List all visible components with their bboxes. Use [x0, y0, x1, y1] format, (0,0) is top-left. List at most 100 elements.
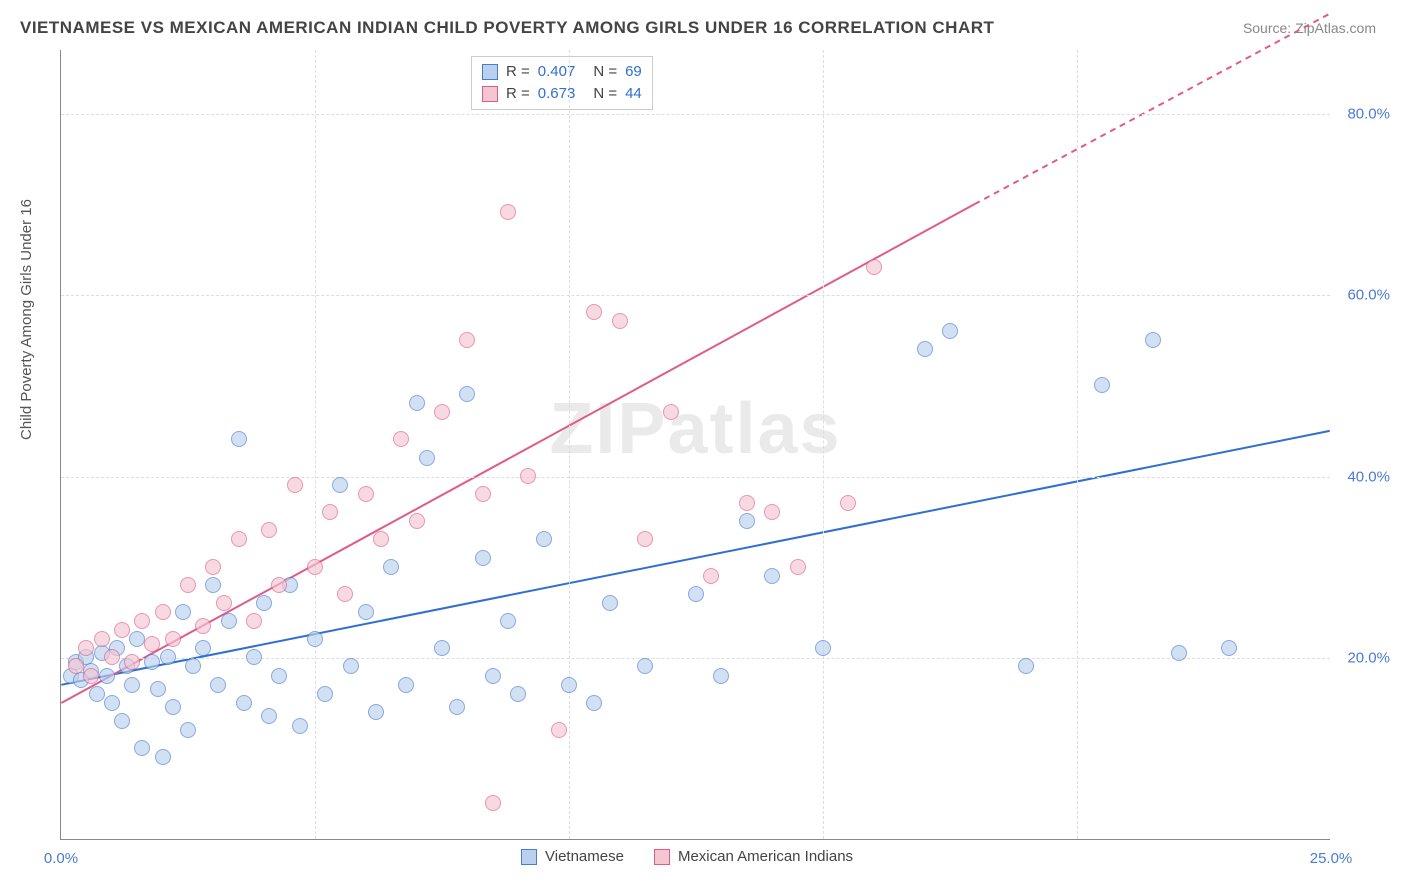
data-point — [536, 531, 552, 547]
data-point — [144, 654, 160, 670]
data-point — [815, 640, 831, 656]
data-point — [485, 668, 501, 684]
data-point — [246, 613, 262, 629]
data-point — [271, 668, 287, 684]
data-point — [317, 686, 333, 702]
data-point — [104, 695, 120, 711]
legend-label: Vietnamese — [545, 848, 624, 865]
legend-item: Mexican American Indians — [654, 848, 853, 865]
data-point — [150, 681, 166, 697]
data-point — [373, 531, 389, 547]
data-point — [713, 668, 729, 684]
data-point — [231, 531, 247, 547]
y-tick-label: 20.0% — [1347, 650, 1390, 667]
data-point — [739, 495, 755, 511]
data-point — [434, 404, 450, 420]
data-point — [195, 640, 211, 656]
data-point — [94, 631, 110, 647]
data-point — [271, 577, 287, 593]
data-point — [475, 486, 491, 502]
data-point — [586, 304, 602, 320]
series-legend: Vietnamese Mexican American Indians — [521, 848, 853, 865]
data-point — [261, 522, 277, 538]
data-point — [500, 204, 516, 220]
n-value: 69 — [625, 61, 642, 83]
data-point — [942, 323, 958, 339]
grid-line-v — [315, 50, 316, 839]
data-point — [1094, 377, 1110, 393]
scatter-chart: ZIPatlas R =0.407N =69R =0.673N =44 Viet… — [60, 50, 1330, 840]
data-point — [358, 604, 374, 620]
data-point — [180, 722, 196, 738]
data-point — [520, 468, 536, 484]
r-label: R = — [506, 61, 530, 83]
data-point — [343, 658, 359, 674]
data-point — [703, 568, 719, 584]
data-point — [160, 649, 176, 665]
data-point — [205, 559, 221, 575]
data-point — [790, 559, 806, 575]
data-point — [175, 604, 191, 620]
data-point — [165, 631, 181, 647]
legend-swatch — [521, 849, 537, 865]
data-point — [1221, 640, 1237, 656]
data-point — [83, 668, 99, 684]
data-point — [124, 677, 140, 693]
x-tick-label: 25.0% — [1310, 850, 1353, 867]
grid-line-v — [1077, 50, 1078, 839]
y-tick-label: 60.0% — [1347, 287, 1390, 304]
data-point — [561, 677, 577, 693]
data-point — [292, 718, 308, 734]
data-point — [195, 618, 211, 634]
data-point — [124, 654, 140, 670]
grid-line-v — [569, 50, 570, 839]
data-point — [104, 649, 120, 665]
data-point — [866, 259, 882, 275]
legend-row: R =0.673N =44 — [482, 83, 642, 105]
data-point — [551, 722, 567, 738]
data-point — [637, 658, 653, 674]
data-point — [332, 477, 348, 493]
data-point — [663, 404, 679, 420]
n-label: N = — [593, 61, 617, 83]
n-label: N = — [593, 83, 617, 105]
data-point — [134, 740, 150, 756]
data-point — [261, 708, 277, 724]
data-point — [368, 704, 384, 720]
y-tick-label: 80.0% — [1347, 105, 1390, 122]
legend-swatch — [482, 86, 498, 102]
data-point — [114, 713, 130, 729]
data-point — [129, 631, 145, 647]
grid-line-h — [61, 477, 1330, 478]
data-point — [144, 636, 160, 652]
data-point — [78, 640, 94, 656]
data-point — [485, 795, 501, 811]
data-point — [337, 586, 353, 602]
data-point — [165, 699, 181, 715]
data-point — [612, 313, 628, 329]
data-point — [210, 677, 226, 693]
data-point — [134, 613, 150, 629]
data-point — [1171, 645, 1187, 661]
source-attribution: Source: ZipAtlas.com — [1243, 20, 1376, 36]
data-point — [475, 550, 491, 566]
grid-line-h — [61, 295, 1330, 296]
correlation-legend: R =0.407N =69R =0.673N =44 — [471, 56, 653, 110]
data-point — [449, 699, 465, 715]
data-point — [393, 431, 409, 447]
data-point — [287, 477, 303, 493]
data-point — [917, 341, 933, 357]
data-point — [510, 686, 526, 702]
data-point — [398, 677, 414, 693]
grid-line-h — [61, 114, 1330, 115]
data-point — [185, 658, 201, 674]
data-point — [637, 531, 653, 547]
x-tick-label: 0.0% — [44, 850, 78, 867]
data-point — [688, 586, 704, 602]
data-point — [764, 568, 780, 584]
data-point — [434, 640, 450, 656]
data-point — [114, 622, 130, 638]
data-point — [322, 504, 338, 520]
data-point — [155, 604, 171, 620]
data-point — [99, 668, 115, 684]
